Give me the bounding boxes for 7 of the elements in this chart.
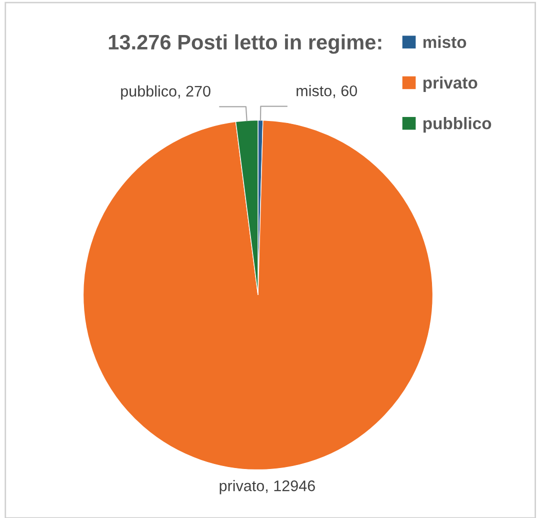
chart-title: 13.276 Posti letto in regime: bbox=[108, 34, 382, 54]
data-label: pubblico, 270 bbox=[121, 85, 210, 100]
legend-label: privato bbox=[423, 76, 478, 92]
data-label: privato, 12946 bbox=[220, 480, 315, 494]
legend-label: misto bbox=[423, 36, 466, 48]
legend-label: pubblico bbox=[423, 117, 492, 133]
data-label: misto, 60 bbox=[296, 85, 358, 98]
